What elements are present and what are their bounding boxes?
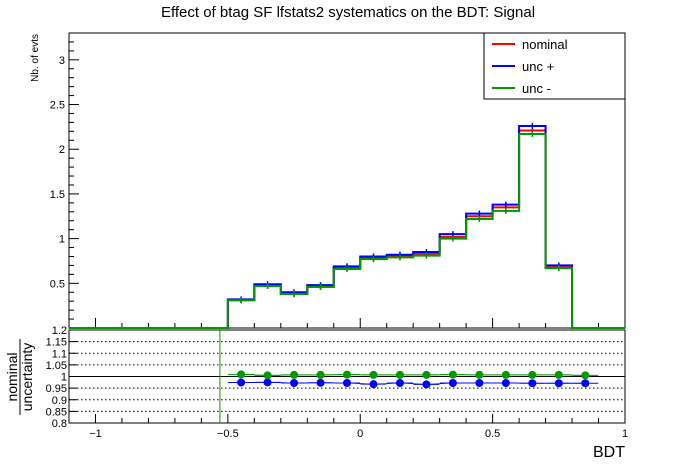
- ratio-point: [475, 379, 484, 388]
- ratio-point: [369, 370, 378, 379]
- ratio-y-axis-title: nominal uncertainty: [4, 339, 35, 415]
- x-axis-label: BDT: [593, 444, 625, 461]
- y-tick-label: 3: [59, 55, 65, 67]
- ratio-label-denominator: uncertainty: [19, 343, 35, 411]
- legend-label-unc-plus: unc +: [522, 59, 554, 74]
- ratio-point: [316, 370, 325, 379]
- ratio-point: [395, 379, 404, 388]
- legend: nominal unc + unc -: [483, 32, 626, 100]
- y-tick-label: 0.5: [50, 278, 65, 290]
- y-tick-label: 1.5: [50, 189, 65, 201]
- y-tick-label: 2.5: [50, 100, 65, 112]
- x-tick-label: 0.5: [485, 428, 500, 440]
- histogram-line-unc: [69, 133, 625, 329]
- ratio-point: [237, 370, 246, 379]
- x-tick-label: −0.5: [217, 428, 239, 440]
- ratio-y-tick-label: 1: [61, 372, 67, 384]
- legend-label-unc-minus: unc -: [522, 81, 551, 96]
- ratio-point: [395, 370, 404, 379]
- ratio-point: [475, 370, 484, 379]
- ratio-y-tick-label: 0.95: [46, 383, 67, 395]
- ratio-point: [369, 380, 378, 389]
- ratio-points-layer: [219, 330, 599, 423]
- x-tick-label: 1: [622, 428, 628, 440]
- ratio-point: [554, 379, 563, 388]
- chart-title: Effect of btag SF lfstats2 systematics o…: [161, 4, 535, 21]
- top-plot-frame: [68, 32, 626, 329]
- legend-label-nominal: nominal: [522, 37, 568, 52]
- histogram-line-unc: [69, 124, 625, 329]
- ratio-point: [581, 371, 590, 380]
- ratio-point: [422, 370, 431, 379]
- ratio-point: [581, 379, 590, 388]
- ratio-y-tick-label: 1.2: [52, 325, 67, 337]
- histogram-layer: [69, 122, 625, 329]
- ratio-y-tick-label: 0.9: [52, 395, 67, 407]
- ratio-point: [554, 370, 563, 379]
- ratio-point: [263, 378, 272, 387]
- top-x-axis: [68, 318, 626, 328]
- x-tick-label: 0: [357, 428, 363, 440]
- ratio-point: [528, 379, 537, 388]
- ratio-y-tick-label: 1.15: [46, 337, 67, 349]
- ratio-point: [290, 370, 299, 379]
- ratio-point: [237, 378, 246, 387]
- ratio-x-axis: −1 −0.5 0 0.5 1: [68, 414, 628, 440]
- x-tick-label: −1: [89, 428, 102, 440]
- ratio-point: [501, 379, 510, 388]
- ratio-point: [501, 370, 510, 379]
- ratio-point: [343, 370, 351, 379]
- ratio-point: [448, 370, 457, 379]
- ratio-point: [290, 379, 299, 388]
- ratio-y-tick-label: 1.1: [52, 348, 67, 360]
- y-tick-label: 1: [59, 234, 65, 246]
- ratio-point: [263, 371, 272, 380]
- ratio-y-tick-label: 0.85: [46, 406, 67, 418]
- histogram-line-nominal: [69, 129, 625, 329]
- ratio-label-numerator: nominal: [4, 352, 20, 401]
- y-tick-label: 2: [59, 144, 65, 156]
- ratio-y-tick-label: 1.05: [46, 360, 67, 372]
- top-y-axis: 0.5 1 1.5 2 2.5 3: [50, 32, 79, 320]
- ratio-point: [448, 379, 457, 388]
- ratio-y-tick-label: 0.8: [52, 418, 67, 430]
- ratio-point: [422, 380, 431, 389]
- ratio-point: [528, 370, 537, 379]
- y-axis-label: Nb. of evts: [30, 34, 41, 82]
- ratio-point: [316, 378, 325, 387]
- ratio-point: [343, 379, 351, 388]
